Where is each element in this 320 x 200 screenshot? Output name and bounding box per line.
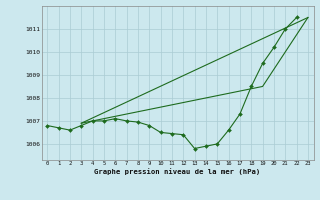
- X-axis label: Graphe pression niveau de la mer (hPa): Graphe pression niveau de la mer (hPa): [94, 168, 261, 175]
